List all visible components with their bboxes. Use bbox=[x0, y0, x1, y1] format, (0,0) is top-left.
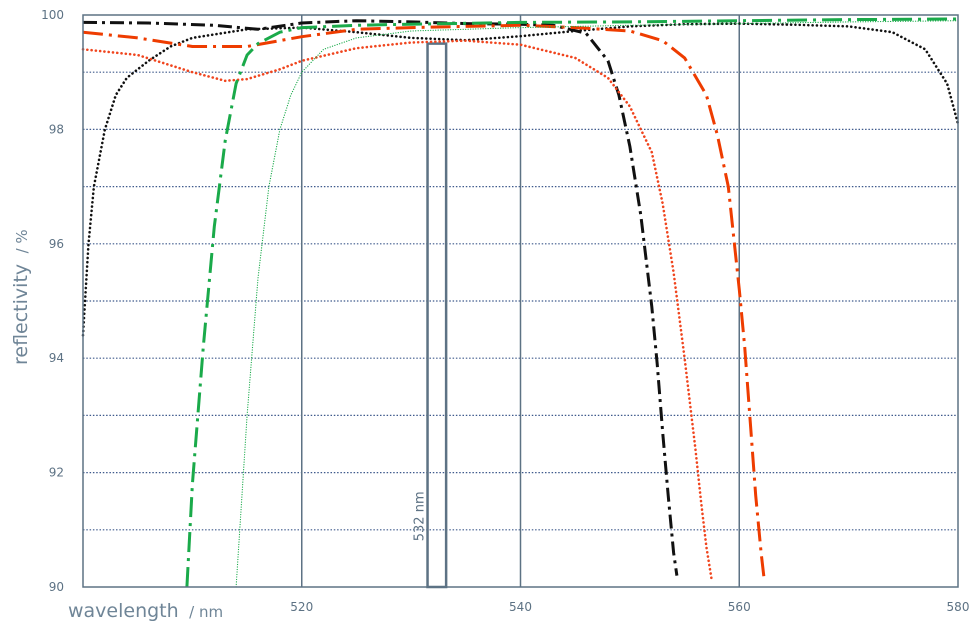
y-tick-label: 96 bbox=[49, 237, 64, 251]
x-axis-unit: / nm bbox=[189, 603, 223, 621]
y-axis-label: reflectivity bbox=[10, 264, 32, 365]
series-line bbox=[185, 17, 959, 588]
band-marker-532nm bbox=[426, 42, 448, 589]
y-axis-unit: / % bbox=[13, 229, 31, 253]
series-layer bbox=[81, 17, 960, 588]
x-axis-label: wavelength bbox=[68, 600, 179, 622]
x-tick-label: 540 bbox=[509, 600, 532, 614]
series-line bbox=[82, 23, 766, 582]
series-line bbox=[82, 19, 679, 576]
y-tick-label: 90 bbox=[49, 580, 64, 594]
annotation-layer bbox=[426, 42, 448, 589]
y-tick-label: 92 bbox=[49, 466, 64, 480]
plot-frame bbox=[82, 14, 959, 588]
y-tick-label: 100 bbox=[41, 8, 64, 22]
grid bbox=[83, 15, 958, 587]
y-tick-label: 94 bbox=[49, 351, 64, 365]
series-line bbox=[81, 39, 714, 583]
x-tick-label: 560 bbox=[728, 600, 751, 614]
y-tick-label: 98 bbox=[49, 122, 64, 136]
x-tick-label: 580 bbox=[947, 600, 969, 614]
series-line bbox=[235, 20, 959, 588]
x-tick-label: 520 bbox=[290, 600, 313, 614]
x-axis-title: wavelength / nm bbox=[68, 600, 223, 622]
tick-labels: 90 92 94 96 98 100 520 540 560 580 bbox=[41, 8, 969, 614]
band-label-532nm: 532 nm bbox=[413, 491, 428, 541]
y-axis-title: reflectivity / % bbox=[10, 229, 32, 365]
